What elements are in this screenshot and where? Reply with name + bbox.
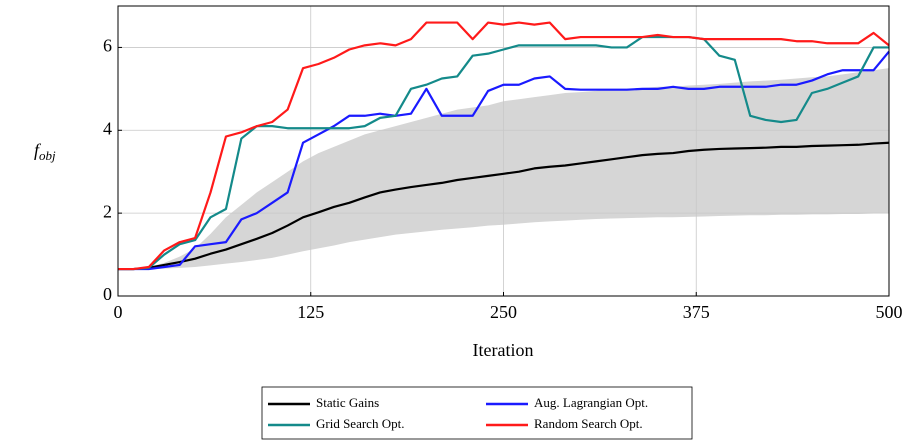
legend-box	[261, 386, 693, 440]
legend-label: Grid Search Opt.	[316, 416, 404, 431]
y-tick-label: 4	[103, 118, 112, 138]
x-tick-label: 500	[876, 302, 903, 322]
legend-label: Random Search Opt.	[534, 416, 643, 431]
y-tick-label: 2	[103, 201, 112, 221]
line-series	[118, 141, 890, 271]
x-tick-label: 125	[297, 302, 324, 322]
line-series	[118, 50, 890, 271]
line-series	[118, 21, 890, 271]
x-axis-label: Iteration	[473, 340, 534, 360]
y-tick-label: 0	[103, 284, 112, 304]
legend-label: Aug. Lagrangian Opt.	[534, 395, 648, 410]
legend-label: Static Gains	[316, 395, 379, 410]
x-tick-label: 250	[490, 302, 517, 322]
y-axis-label: fobj	[34, 140, 56, 163]
y-tick-label: 6	[103, 36, 112, 56]
line-series	[118, 35, 889, 271]
x-tick-label: 0	[114, 302, 123, 322]
plot-frame	[117, 5, 890, 297]
x-tick-label: 375	[683, 302, 710, 322]
